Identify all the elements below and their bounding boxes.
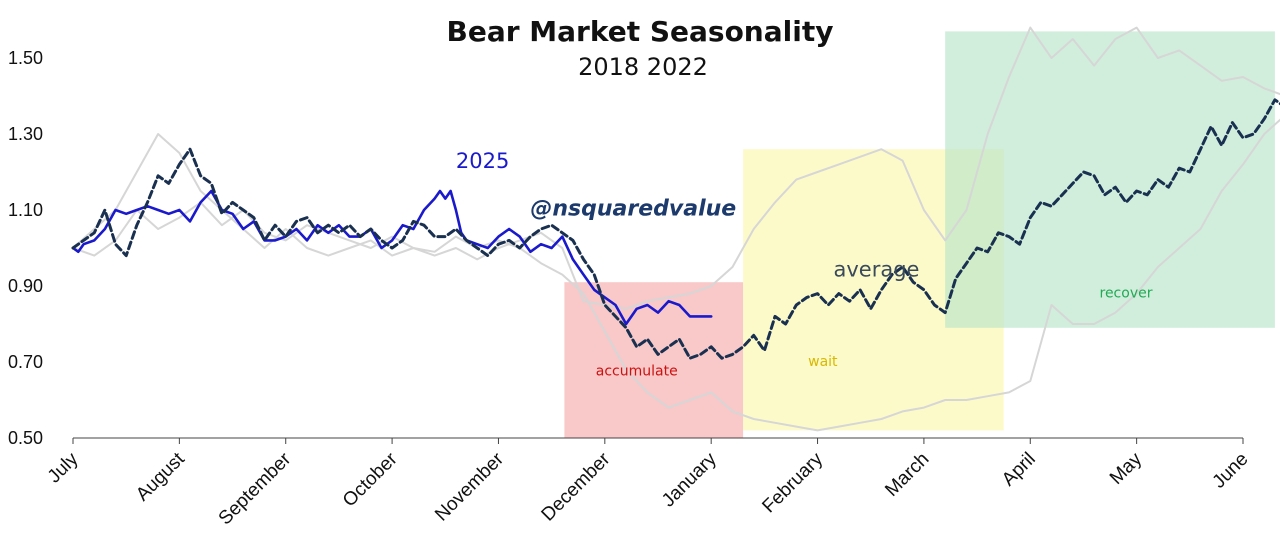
series-line-2025 (71, 189, 713, 326)
y-tick-label: 0.90 (8, 276, 43, 296)
zone-recover (945, 31, 1275, 328)
x-tick-label: May (1106, 448, 1147, 489)
x-tick-label: August (132, 448, 189, 505)
zones-layer (564, 31, 1275, 438)
zone-label-accumulate: accumulate (596, 363, 678, 379)
x-tick-label: June (1209, 449, 1253, 493)
x-tick-label: March (881, 449, 933, 501)
zone-label-recover: recover (1100, 285, 1153, 301)
series-line-faint (72, 118, 1280, 432)
y-tick-label: 1.50 (8, 48, 43, 68)
y-tick-label: 0.70 (8, 352, 43, 372)
series-label-2025: 2025 (456, 149, 509, 173)
chart-title: Bear Market Seasonality (447, 15, 834, 48)
x-tick-label: April (998, 449, 1040, 491)
y-tick-label: 0.50 (8, 428, 43, 448)
x-tick-label: November (431, 448, 508, 525)
x-tick-label: February (758, 448, 827, 517)
zone-label-wait: wait (808, 354, 838, 370)
x-tick-label: January (658, 448, 721, 511)
x-tick-label: July (44, 448, 83, 487)
series-line-average (71, 98, 1280, 360)
y-tick-label: 1.30 (8, 124, 43, 144)
chart-subtitle: 2018 2022 (578, 53, 708, 81)
series-line-faint (72, 26, 1280, 310)
x-tick-label: October (339, 448, 402, 511)
author-handle: @nsquaredvalue (530, 197, 736, 222)
labels-layer: 2025 average accumulate wait recover @nsquare… (456, 149, 1153, 379)
series-label-average: average (834, 258, 920, 282)
y-tick-label: 1.10 (8, 200, 43, 220)
x-tick-label: September (215, 448, 296, 529)
x-tick-label: December (538, 448, 615, 525)
series-layer (71, 26, 1280, 432)
